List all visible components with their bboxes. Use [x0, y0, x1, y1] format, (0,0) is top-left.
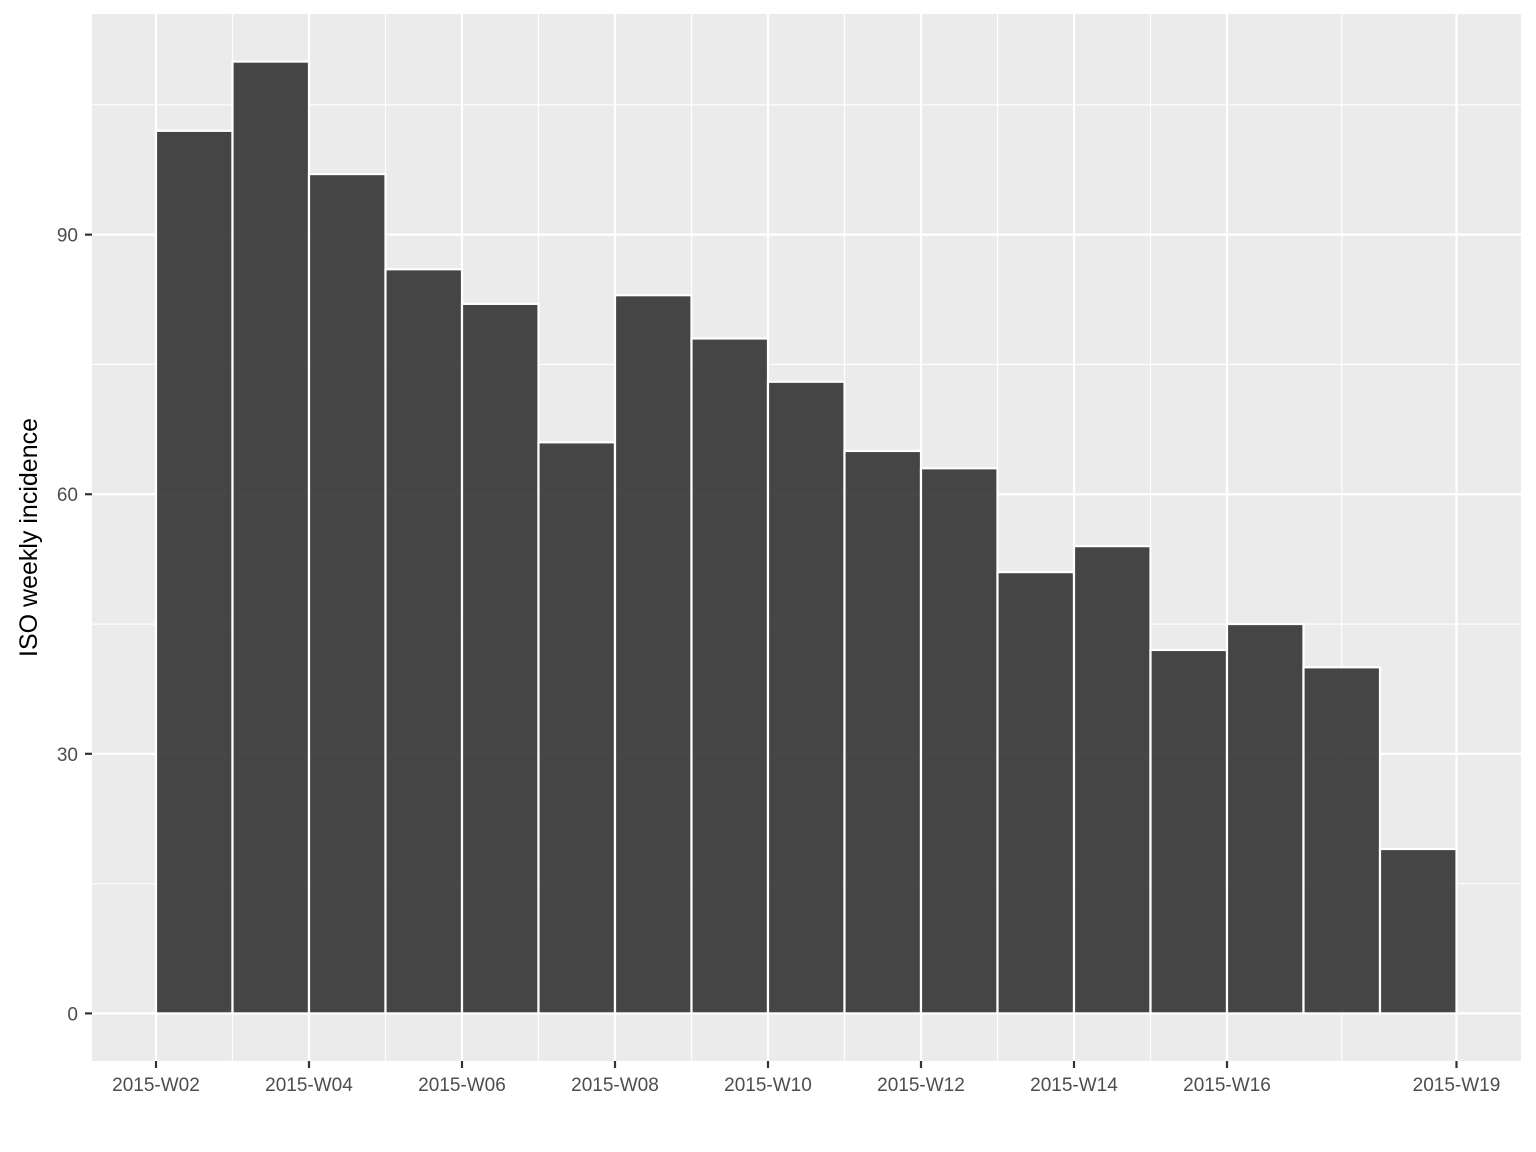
- bar-2015-w09: [690, 337, 770, 1015]
- bar-2015-w03: [231, 60, 311, 1015]
- bar-2015-w15: [1149, 648, 1229, 1015]
- bar-2015-w10: [766, 380, 846, 1015]
- x-tick-label: 2015-W04: [265, 1075, 353, 1096]
- x-tick-label: 2015-W16: [1183, 1075, 1271, 1096]
- bar-2015-w17: [1302, 666, 1382, 1015]
- bar-2015-w06: [460, 302, 540, 1015]
- x-tick-label: 2015-W02: [112, 1075, 200, 1096]
- bar-2015-w12: [919, 467, 999, 1015]
- bar-2015-w18: [1378, 847, 1458, 1015]
- bar-2015-w07: [537, 441, 617, 1015]
- y-tick-label: 30: [57, 745, 78, 766]
- x-tick-label: 2015-W14: [1030, 1075, 1118, 1096]
- x-tick-label: 2015-W10: [724, 1075, 812, 1096]
- bar-2015-w08: [613, 294, 693, 1015]
- x-tick-label: 2015-W08: [571, 1075, 659, 1096]
- bar-2015-w13: [996, 571, 1076, 1015]
- bar-2015-w05: [384, 268, 464, 1015]
- bar-2015-w11: [843, 449, 923, 1015]
- y-tick-label: 90: [57, 226, 78, 247]
- bar-2015-w04: [307, 172, 387, 1015]
- bar-2015-w14: [1072, 545, 1152, 1015]
- bars: [154, 60, 1458, 1015]
- x-tick-label: 2015-W12: [877, 1075, 965, 1096]
- y-axis-title: ISO weekly incidence: [15, 418, 43, 657]
- y-tick-label: 60: [57, 485, 78, 506]
- y-axis: 0 30 60 90: [57, 226, 92, 1025]
- x-tick-label: 2015-W06: [418, 1075, 506, 1096]
- bar-2015-w02: [154, 129, 234, 1015]
- bar-2015-w16: [1225, 622, 1305, 1015]
- x-tick-label: 2015-W19: [1413, 1075, 1501, 1096]
- x-axis: 2015-W02 2015-W04 2015-W06 2015-W08 2015-W10…: [112, 1061, 1500, 1096]
- y-tick-label: 0: [67, 1004, 78, 1025]
